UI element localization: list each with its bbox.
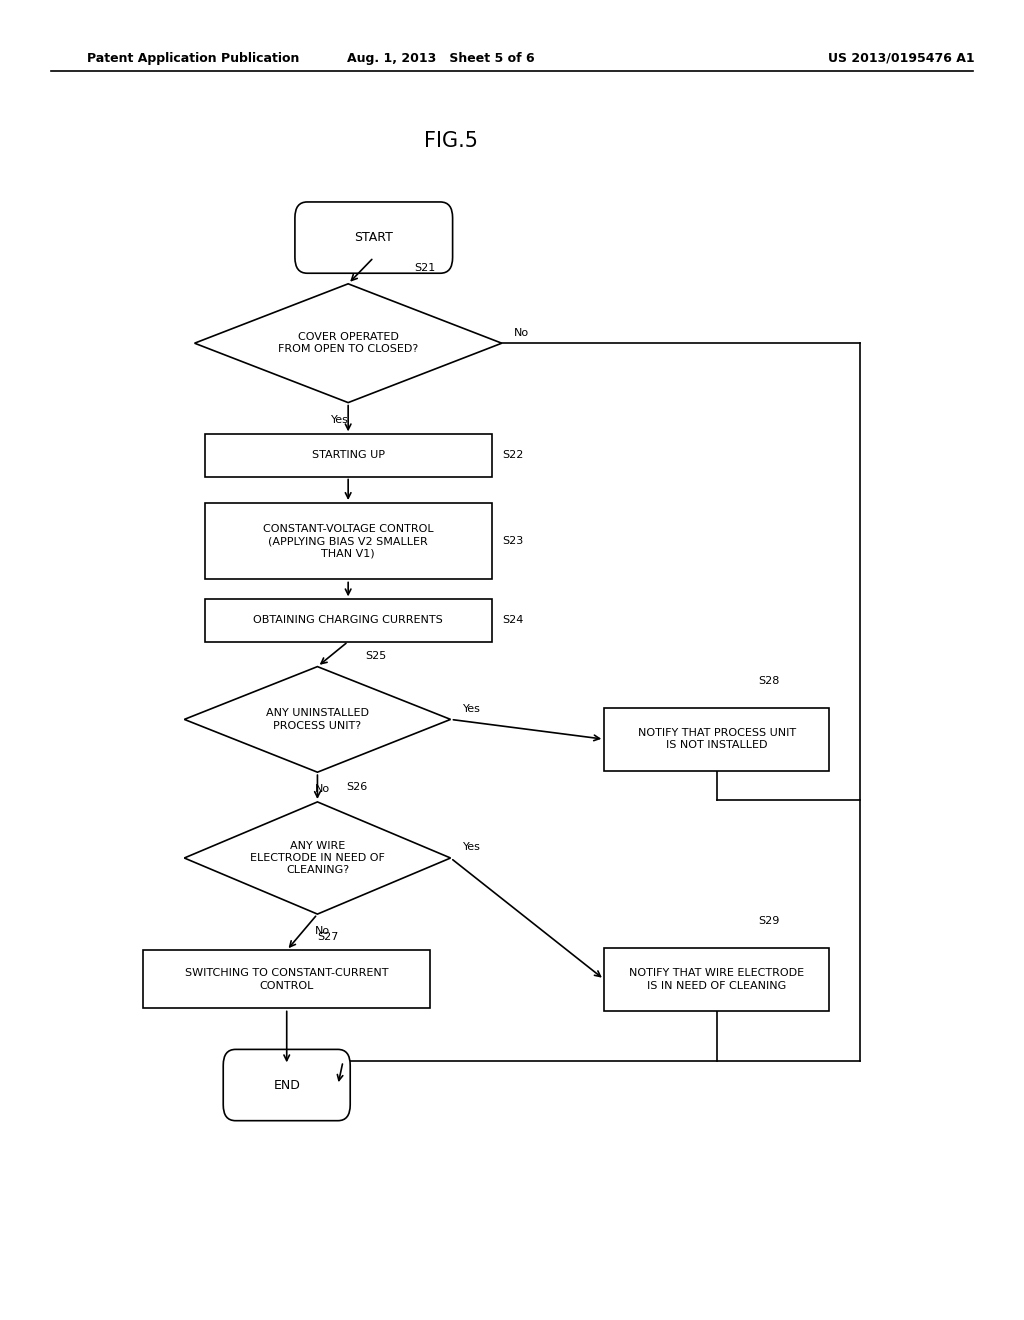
Text: OBTAINING CHARGING CURRENTS: OBTAINING CHARGING CURRENTS xyxy=(253,615,443,626)
Text: NOTIFY THAT WIRE ELECTRODE
IS IN NEED OF CLEANING: NOTIFY THAT WIRE ELECTRODE IS IN NEED OF… xyxy=(629,969,805,990)
Text: No: No xyxy=(514,327,529,338)
Text: NOTIFY THAT PROCESS UNIT
IS NOT INSTALLED: NOTIFY THAT PROCESS UNIT IS NOT INSTALLE… xyxy=(638,729,796,750)
FancyBboxPatch shape xyxy=(295,202,453,273)
Text: S25: S25 xyxy=(366,651,387,661)
Bar xyxy=(143,950,430,1008)
FancyBboxPatch shape xyxy=(223,1049,350,1121)
Text: S27: S27 xyxy=(317,932,339,942)
Text: SWITCHING TO CONSTANT-CURRENT
CONTROL: SWITCHING TO CONSTANT-CURRENT CONTROL xyxy=(185,969,388,990)
Polygon shape xyxy=(184,803,451,913)
Text: Yes: Yes xyxy=(463,842,480,853)
Text: S26: S26 xyxy=(346,781,368,792)
Bar xyxy=(604,708,829,771)
Bar xyxy=(205,434,492,477)
Bar xyxy=(205,503,492,579)
Text: Yes: Yes xyxy=(331,414,349,425)
Text: Aug. 1, 2013   Sheet 5 of 6: Aug. 1, 2013 Sheet 5 of 6 xyxy=(346,51,535,65)
Text: S23: S23 xyxy=(502,536,523,546)
Text: S24: S24 xyxy=(502,615,523,626)
Text: END: END xyxy=(273,1078,300,1092)
Polygon shape xyxy=(195,284,502,403)
Bar xyxy=(205,599,492,642)
Text: S22: S22 xyxy=(502,450,523,461)
Text: No: No xyxy=(315,784,330,795)
Text: US 2013/0195476 A1: US 2013/0195476 A1 xyxy=(827,51,975,65)
Text: Yes: Yes xyxy=(463,704,480,714)
Polygon shape xyxy=(184,667,451,772)
Text: No: No xyxy=(315,927,330,936)
Text: S29: S29 xyxy=(758,916,779,927)
Text: FIG.5: FIG.5 xyxy=(424,131,477,152)
Text: STARTING UP: STARTING UP xyxy=(311,450,385,461)
Text: S28: S28 xyxy=(758,676,779,686)
Text: COVER OPERATED
FROM OPEN TO CLOSED?: COVER OPERATED FROM OPEN TO CLOSED? xyxy=(279,333,418,354)
Text: CONSTANT-VOLTAGE CONTROL
(APPLYING BIAS V2 SMALLER
THAN V1): CONSTANT-VOLTAGE CONTROL (APPLYING BIAS … xyxy=(263,524,433,558)
Text: ANY UNINSTALLED
PROCESS UNIT?: ANY UNINSTALLED PROCESS UNIT? xyxy=(266,709,369,730)
Text: S21: S21 xyxy=(415,263,436,273)
Bar xyxy=(604,948,829,1011)
Text: START: START xyxy=(354,231,393,244)
Text: ANY WIRE
ELECTRODE IN NEED OF
CLEANING?: ANY WIRE ELECTRODE IN NEED OF CLEANING? xyxy=(250,841,385,875)
Text: Patent Application Publication: Patent Application Publication xyxy=(87,51,299,65)
